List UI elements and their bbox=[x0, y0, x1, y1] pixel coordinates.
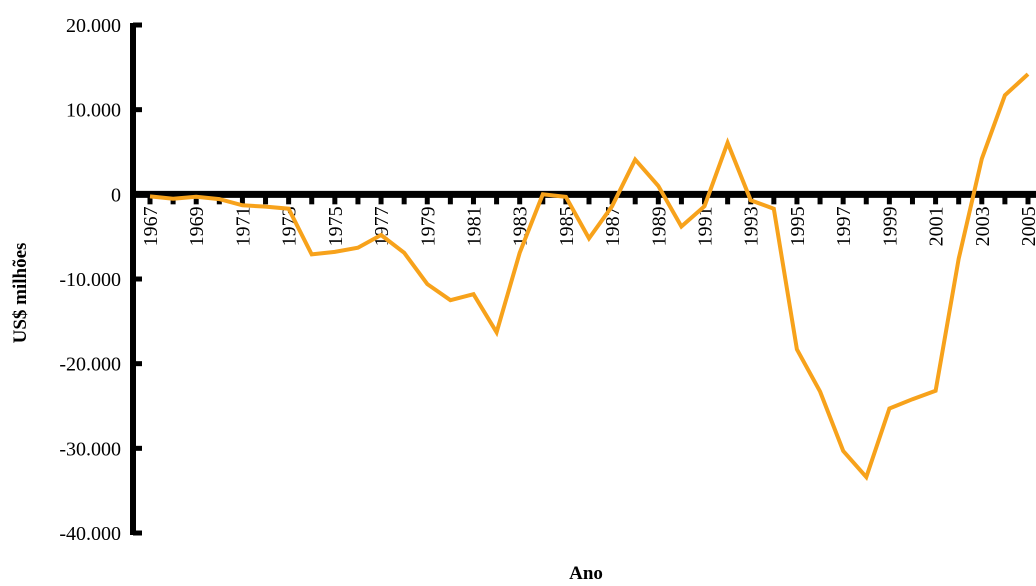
x-tick-label: 1997 bbox=[833, 206, 855, 246]
x-axis-title: Ano bbox=[569, 563, 603, 584]
y-tick-label: 0 bbox=[111, 184, 121, 206]
x-tick-label: 2005 bbox=[1018, 206, 1036, 246]
x-tick-label: 1975 bbox=[325, 206, 347, 246]
y-tick-label: -30.000 bbox=[59, 438, 121, 460]
x-axis bbox=[133, 190, 1036, 205]
x-tick-label: 1981 bbox=[463, 206, 485, 246]
series-line-0 bbox=[149, 72, 1030, 482]
y-tick-label: -20.000 bbox=[59, 354, 121, 376]
x-tick-label: 1987 bbox=[602, 206, 624, 246]
x-tick-label: 1993 bbox=[741, 206, 763, 246]
x-tick-label: 1969 bbox=[186, 206, 208, 246]
y-axis-title: US$ milhões bbox=[10, 243, 31, 344]
y-tick-label: 20.000 bbox=[66, 15, 121, 37]
x-tick-label: 2003 bbox=[972, 206, 994, 246]
y-tick-label: -40.000 bbox=[59, 523, 121, 545]
x-tick-labels: 1967 1969 1971 1973 1975 1977 1979 1981 1983 1985… bbox=[140, 206, 1036, 246]
x-tick-label: 1985 bbox=[556, 206, 578, 246]
y-tick-label: 10.000 bbox=[66, 100, 121, 122]
series-group bbox=[149, 72, 1030, 482]
y-tick-labels: 20.000 10.000 0 -10.000 -20.000 -30.000 -40.00… bbox=[59, 15, 121, 545]
y-tick-label: -10.000 bbox=[59, 269, 121, 291]
y-axis bbox=[130, 22, 142, 536]
x-tick-label: 2001 bbox=[926, 206, 948, 246]
x-tick-label: 1973 bbox=[279, 206, 301, 246]
x-tick-label: 1971 bbox=[232, 206, 254, 246]
x-tick-label: 1967 bbox=[140, 206, 162, 246]
x-tick-label: 1999 bbox=[879, 206, 901, 246]
x-tick-label: 1979 bbox=[417, 206, 439, 246]
x-tick-label: 1995 bbox=[787, 206, 809, 246]
x-tick-label: 1989 bbox=[648, 206, 670, 246]
x-tick-label: 1991 bbox=[695, 206, 717, 246]
